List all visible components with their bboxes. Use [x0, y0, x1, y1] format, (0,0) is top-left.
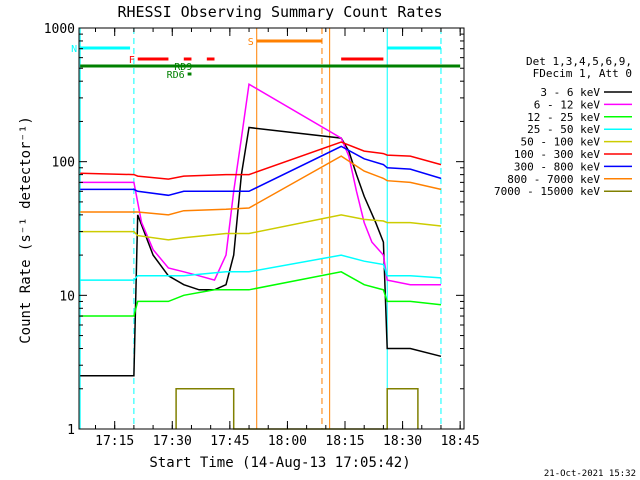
- series-line: [80, 145, 442, 197]
- x-tick-label: 18:00: [268, 434, 307, 449]
- flag-bars: NFSRD9RD6: [71, 37, 461, 81]
- x-tick-label: 18:45: [441, 434, 480, 449]
- legend: Det 1,3,4,5,6,9,FDecim 1, Att 0 3 - 6 keV…: [494, 55, 632, 198]
- legend-entry-label: 100 - 300 keV: [514, 148, 600, 161]
- legend-entry-label: 300 - 800 keV: [514, 160, 600, 173]
- y-tick-label: 100: [52, 156, 75, 171]
- series-line: [80, 271, 442, 317]
- legend-entry-label: 25 - 50 keV: [527, 123, 600, 136]
- legend-entry-label: 6 - 12 keV: [534, 98, 601, 111]
- flag-bar-label: S: [248, 37, 254, 48]
- y-tick-label: 10: [59, 289, 75, 304]
- y-axis-label: Count Rate (s⁻¹ detector⁻¹): [18, 116, 34, 344]
- legend-header: FDecim 1, Att 0: [533, 67, 632, 80]
- x-tick-label: 17:45: [210, 434, 249, 449]
- legend-entry-label: 12 - 25 keV: [527, 111, 600, 124]
- legend-header: Det 1,3,4,5,6,9,: [526, 55, 632, 68]
- plot-frame: [78, 27, 465, 430]
- axes: 17:15 17:30 17:45 18:00 18:15 18:30 18:45 1 10 10…: [44, 22, 480, 449]
- series-line: [80, 155, 442, 216]
- legend-entry-label: 7000 - 15000 keV: [494, 185, 600, 198]
- footer-date: 21-Oct-2021 15:32: [544, 469, 636, 479]
- series-line: [175, 388, 419, 430]
- legend-entry-label: 800 - 7000 keV: [507, 173, 600, 186]
- x-tick-label: 17:30: [153, 434, 192, 449]
- series-line: [80, 82, 441, 286]
- flag-bar-label: RD6: [167, 70, 185, 81]
- legend-entry-label: 3 - 6 keV: [540, 86, 600, 99]
- flag-bar-label: N: [71, 44, 77, 55]
- series-lines: [80, 82, 442, 430]
- x-tick-label: 18:30: [383, 434, 422, 449]
- series-line: [80, 254, 442, 281]
- chart-title: RHESSI Observing Summary Count Rates: [117, 3, 442, 21]
- y-tick-label: 1: [67, 423, 75, 438]
- flag-bar-label: F: [129, 55, 135, 66]
- x-tick-label: 18:15: [325, 434, 364, 449]
- vertical-markers: [79, 28, 442, 429]
- series-line: [80, 214, 442, 241]
- y-tick-label: 1000: [44, 22, 75, 37]
- x-tick-label: 17:15: [95, 434, 134, 449]
- x-axis-label: Start Time (14-Aug-13 17:05:42): [149, 455, 410, 471]
- legend-entry-label: 50 - 100 keV: [521, 136, 601, 149]
- series-line: [80, 141, 442, 180]
